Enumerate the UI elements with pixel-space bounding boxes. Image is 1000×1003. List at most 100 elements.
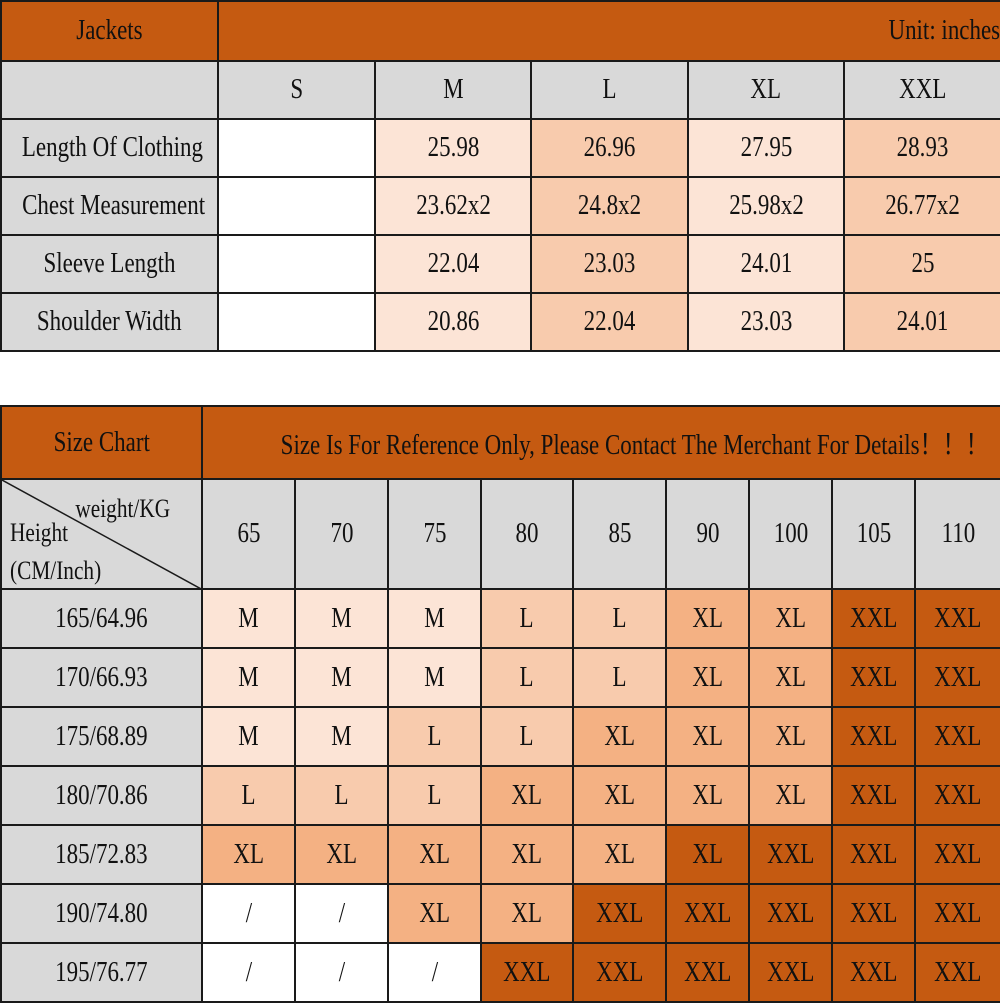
recommended-size-cell: XL: [294, 824, 389, 885]
recommended-size: XXL: [934, 956, 982, 988]
recommended-size: L: [427, 720, 442, 752]
size-header: S: [290, 74, 303, 105]
recommended-size: XL: [692, 838, 723, 870]
measurement-value-cell: [217, 292, 376, 352]
recommended-size-cell: M: [201, 647, 296, 708]
height-label: 190/74.80: [55, 897, 148, 929]
recommended-size: M: [331, 602, 352, 634]
weight-header: 75: [423, 518, 446, 549]
recommended-size-cell: XXL: [913, 647, 1000, 708]
measurement-label: Chest Measurement: [22, 190, 206, 221]
weight-header-cell: 100: [748, 478, 833, 590]
recommended-size: M: [424, 661, 445, 693]
recommended-size: XL: [511, 897, 543, 929]
recommended-size: XL: [692, 779, 723, 811]
recommended-size-cell: XXL: [913, 765, 1000, 826]
recommended-size: L: [427, 779, 442, 811]
recommended-size: XL: [775, 779, 806, 811]
recommended-size-cell: XXL: [572, 883, 667, 944]
measurement-value-cell: 24.01: [687, 234, 845, 294]
size-row: 180/70.86 L L L XL XL XL XL XXL XXL: [0, 765, 1000, 826]
size-header-cell: L: [530, 60, 689, 120]
size-header-cell: XXL: [842, 60, 1000, 120]
measurement-value-cell: 28.93: [842, 118, 1000, 178]
recommended-size: /: [338, 956, 345, 988]
measurement-row: Length Of Clothing 25.98 26.96 27.95 28.93: [0, 118, 1000, 178]
size-header-cell: S: [217, 60, 376, 120]
measurement-label: Sleeve Length: [43, 248, 176, 279]
size-header: XL: [750, 74, 782, 105]
recommended-size-cell: XL: [572, 706, 667, 767]
recommended-size: XL: [419, 838, 450, 870]
empty-header-cell: [0, 60, 219, 120]
recommended-size-cell: XL: [748, 647, 833, 708]
recommended-size-cell: /: [201, 883, 296, 944]
recommended-size: XXL: [849, 720, 898, 752]
recommended-size: XL: [775, 720, 806, 752]
measurement-value-cell: 23.03: [687, 292, 845, 352]
recommended-size-cell: XL: [387, 824, 482, 885]
measurement-row: Chest Measurement 23.62x2 24.8x2 25.98x2 26.…: [0, 176, 1000, 236]
recommended-size-cell: L: [387, 706, 482, 767]
weight-header-cell: 75: [387, 478, 482, 590]
recommended-size: XL: [692, 720, 723, 752]
weight-header: 70: [330, 518, 353, 549]
recommended-size: L: [519, 661, 535, 693]
recommended-size-cell: M: [294, 647, 389, 708]
recommended-size-cell: XXL: [831, 883, 916, 944]
size-row: 170/66.93 M M M L L XL XL XXL XXL: [0, 647, 1000, 708]
recommended-size-cell: L: [294, 765, 389, 826]
recommended-size: /: [431, 956, 438, 988]
recommended-size-cell: M: [294, 706, 389, 767]
height-label-cell: 190/74.80: [0, 883, 203, 944]
measurement-label-cell: Sleeve Length: [0, 234, 219, 294]
weight-header-cell: 70: [294, 478, 389, 590]
recommended-size: XXL: [849, 602, 898, 634]
height-label: 170/66.93: [55, 661, 148, 693]
recommended-size-cell: L: [480, 706, 574, 767]
weight-header-cell: 90: [665, 478, 750, 590]
measurement-label-cell: Chest Measurement: [0, 176, 219, 236]
weight-header-cell: 80: [480, 478, 574, 590]
recommended-size: XXL: [766, 838, 815, 870]
measurement-value-cell: 24.01: [842, 292, 1000, 352]
recommended-size: M: [238, 720, 259, 752]
recommended-size-cell: XXL: [831, 765, 916, 826]
recommended-size-cell: /: [201, 942, 296, 1003]
recommended-size: XXL: [849, 838, 898, 870]
recommended-size-cell: L: [480, 588, 574, 649]
recommended-size: XXL: [934, 779, 982, 811]
recommended-size-cell: XL: [665, 647, 750, 708]
recommended-size-cell: XXL: [831, 942, 916, 1003]
size-header-cell: M: [374, 60, 532, 120]
height-label: 175/68.89: [55, 720, 148, 752]
weight-header-cell: 110: [913, 478, 1000, 590]
height-axis-label: Height: [10, 518, 69, 547]
recommended-size-cell: XXL: [913, 942, 1000, 1003]
recommended-size-cell: /: [294, 942, 389, 1003]
recommended-size: XXL: [595, 897, 644, 929]
height-label-cell: 195/76.77: [0, 942, 203, 1003]
recommended-size-cell: XXL: [831, 706, 916, 767]
measurement-value: 25.98x2: [728, 190, 804, 221]
recommended-size: XL: [775, 661, 806, 693]
measurement-value: 23.03: [583, 248, 636, 279]
recommended-size-cell: XXL: [665, 942, 750, 1003]
height-unit-label: (CM/Inch): [10, 556, 102, 585]
size-row: 165/64.96 M M M L L XL XL XXL XXL: [0, 588, 1000, 649]
measurement-value: 24.01: [896, 306, 949, 337]
measurement-value: 26.77x2: [885, 190, 960, 221]
recommended-size: XL: [775, 602, 806, 634]
recommended-size-cell: M: [387, 647, 482, 708]
weight-header: 85: [608, 518, 631, 549]
notice-text: Size Is For Reference Only, Please Conta…: [280, 429, 989, 461]
weight-header: 65: [237, 518, 260, 549]
measurement-value-cell: 25: [842, 234, 1000, 294]
height-label: 165/64.96: [55, 602, 148, 634]
height-label: 195/76.77: [55, 956, 148, 988]
weight-header: 105: [856, 518, 891, 549]
recommended-size: XXL: [934, 661, 982, 693]
measurement-value-cell: [217, 176, 376, 236]
recommended-size-cell: XL: [572, 824, 667, 885]
recommended-size: XXL: [683, 956, 732, 988]
